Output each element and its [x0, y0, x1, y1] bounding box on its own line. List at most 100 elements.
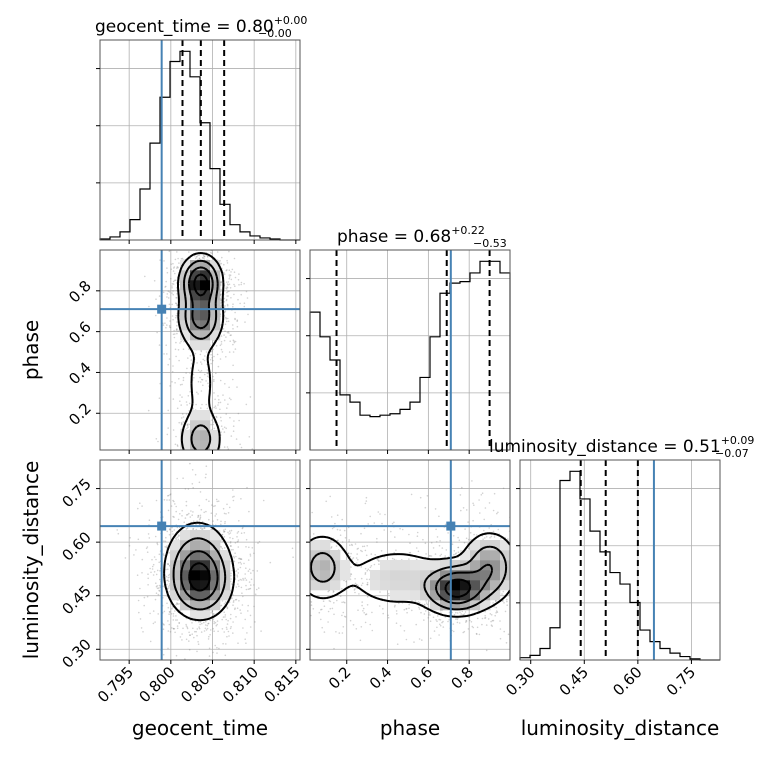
scatter-point [183, 521, 185, 523]
scatter-point [308, 576, 310, 578]
scatter-point [202, 463, 204, 465]
scatter-point [189, 462, 191, 465]
scatter-point [195, 246, 197, 248]
scatter-point [378, 605, 381, 607]
scatter-point [230, 271, 232, 273]
scatter-point [176, 321, 178, 323]
scatter-point [418, 638, 421, 640]
scatter-point [147, 409, 150, 412]
scatter-point [176, 328, 178, 330]
scatter-point [208, 655, 211, 657]
scatter-point [179, 513, 181, 515]
scatter-point [182, 376, 185, 379]
scatter-point [416, 531, 419, 534]
scatter-point [196, 650, 198, 653]
scatter-point [229, 287, 232, 289]
scatter-point [240, 283, 242, 286]
y-tick-label-phase: 0.4 [65, 359, 95, 389]
scatter-point [224, 520, 226, 523]
scatter-point [217, 395, 219, 397]
scatter-point [239, 443, 241, 446]
scatter-point [220, 343, 223, 345]
scatter-point [213, 473, 215, 475]
scatter-point [212, 375, 214, 378]
scatter-point [238, 273, 240, 275]
scatter-point [296, 586, 298, 588]
hist-grid-phase [310, 250, 510, 450]
density-cell [370, 580, 381, 591]
scatter-point [148, 537, 151, 539]
scatter-point [171, 292, 173, 294]
scatter-point [423, 603, 426, 606]
scatter-point [237, 583, 239, 585]
scatter-point [175, 302, 177, 305]
scatter-point [365, 500, 368, 502]
scatter-point [344, 616, 347, 618]
scatter-point [187, 357, 189, 359]
density-cell [190, 540, 201, 551]
scatter-point [517, 579, 519, 581]
scatter-point [473, 533, 475, 536]
scatter-point [321, 608, 323, 611]
contour-level-2 [180, 550, 219, 602]
scatter-point [181, 383, 183, 386]
scatter-point [166, 563, 169, 565]
scatter-point [207, 236, 209, 238]
scatter-point [235, 616, 237, 618]
scatter-point [185, 638, 188, 641]
scatter-point [168, 528, 171, 530]
scatter-point [343, 615, 346, 618]
scatter-point [222, 428, 224, 430]
title-phase-main: phase = 0.68 [337, 227, 451, 247]
scatter-point [170, 268, 172, 271]
scatter-point [393, 552, 396, 554]
scatter-point [176, 304, 178, 307]
scatter-point [191, 451, 193, 453]
scatter-point [232, 548, 234, 551]
scatter-point [188, 251, 190, 253]
scatter-point [189, 634, 191, 636]
scatter-point [423, 613, 426, 615]
scatter-point [455, 618, 457, 620]
scatter-point [224, 522, 226, 525]
scatter-point [207, 622, 209, 625]
scatter-point [469, 532, 472, 534]
density-cell [390, 570, 401, 581]
scatter-point [187, 395, 190, 397]
scatter-point [349, 573, 352, 575]
scatter-point [321, 626, 324, 629]
scatter-point [515, 592, 517, 594]
scatter-point [202, 248, 204, 250]
x-tick-label-phase: 0.8 [447, 663, 477, 693]
scatter-point [484, 617, 487, 619]
scatter-point [465, 620, 468, 622]
scatter-point [226, 606, 229, 609]
scatter-point [203, 527, 206, 530]
scatter-point [165, 285, 167, 288]
scatter-point [472, 519, 474, 522]
scatter-point [227, 619, 229, 622]
scatter-point [171, 315, 174, 317]
scatter-point [205, 245, 207, 247]
scatter-point [438, 544, 441, 547]
scatter-point [370, 565, 373, 567]
scatter-point [217, 365, 220, 368]
scatter-point [172, 499, 174, 502]
scatter-point [215, 415, 218, 418]
scatter-point [221, 533, 224, 536]
scatter-point [354, 578, 356, 580]
panel-luminosity_distance-vs-phase [296, 460, 536, 660]
scatter-point [205, 468, 207, 470]
scatter-point [166, 530, 168, 533]
scatter-point [157, 440, 159, 443]
scatter-point [181, 257, 184, 260]
density-cell [450, 600, 461, 611]
y-tick-label-luminosity_distance: 0.60 [58, 528, 94, 564]
scatter-point [233, 271, 236, 274]
scatter-point [534, 584, 536, 586]
scatter-point [453, 613, 456, 616]
scatter-point [243, 305, 246, 308]
scatter-point [336, 539, 339, 542]
scatter-point [188, 631, 190, 634]
scatter-point [513, 569, 515, 571]
